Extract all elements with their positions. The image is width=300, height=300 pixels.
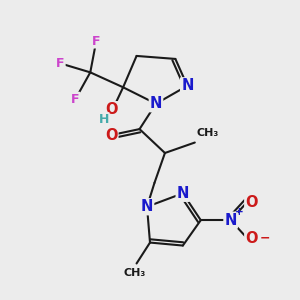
Text: N: N xyxy=(141,199,153,214)
Text: CH₃: CH₃ xyxy=(196,128,218,138)
Text: F: F xyxy=(92,34,100,47)
Text: N: N xyxy=(181,78,194,93)
Text: CH₃: CH₃ xyxy=(124,268,146,278)
Text: F: F xyxy=(71,93,80,106)
Text: O: O xyxy=(245,231,258,246)
Text: H: H xyxy=(98,113,109,126)
Text: N: N xyxy=(177,186,189,201)
Text: N: N xyxy=(150,96,162,111)
Text: −: − xyxy=(260,232,270,244)
Text: O: O xyxy=(105,128,117,142)
Text: O: O xyxy=(245,195,258,210)
Text: O: O xyxy=(105,102,117,117)
Text: N: N xyxy=(224,213,237,228)
Text: +: + xyxy=(235,207,243,217)
Text: F: F xyxy=(56,57,65,70)
